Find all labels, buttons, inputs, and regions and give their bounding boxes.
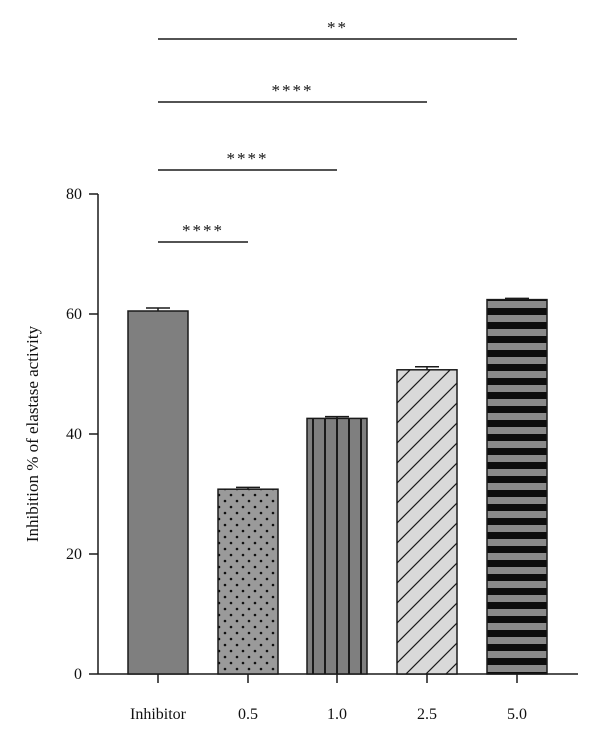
significance-label: **** [227, 149, 269, 168]
error-bars [146, 297, 529, 490]
bar-5.0 [486, 298, 548, 675]
x-category-label: 5.0 [507, 706, 527, 723]
x-category-label: 1.0 [327, 706, 347, 723]
y-tick-label: 80 [66, 186, 82, 203]
bars [127, 298, 548, 675]
significance-label: **** [272, 81, 314, 100]
axes: 0 20 40 60 80 Inhibitor 0.5 1.0 2.5 5.0 [66, 186, 578, 723]
x-category-label: Inhibitor [130, 706, 187, 723]
bar-2.5 [396, 369, 458, 675]
y-tick-label: 40 [66, 426, 82, 443]
y-ticks: 0 20 40 60 80 [66, 186, 98, 683]
bar-Inhibitor [127, 310, 189, 675]
y-tick-label: 60 [66, 306, 82, 323]
significance-label: **** [182, 221, 224, 240]
x-category-label: 0.5 [238, 706, 258, 723]
y-tick-label: 20 [66, 546, 82, 563]
y-tick-label: 0 [74, 666, 82, 683]
x-ticks: Inhibitor 0.5 1.0 2.5 5.0 [130, 674, 527, 723]
significance-brackets: ************** [158, 18, 517, 243]
y-axis-title: Inhibition % of elastase activity [23, 325, 42, 542]
significance-label: ** [327, 18, 348, 37]
x-category-label: 2.5 [417, 706, 437, 723]
bar-0.5 [217, 488, 279, 675]
bar-1.0 [306, 417, 368, 675]
